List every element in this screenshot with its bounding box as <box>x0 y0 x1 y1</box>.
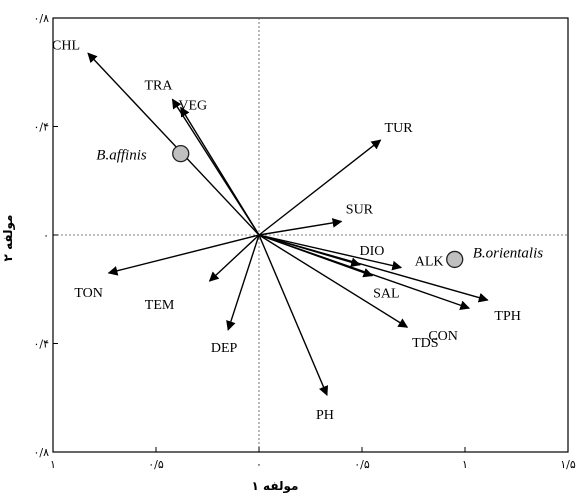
y-tick-label: ۰/۸ <box>33 12 49 25</box>
vector-label-alk: ALK <box>415 255 444 270</box>
vector-tem <box>208 234 260 282</box>
species-point <box>172 144 190 163</box>
vector-label-tph: TPH <box>494 309 520 324</box>
x-axis-ticks: ۱ ۰/۵ ۰ ۰/۵ ۱ ۱/۵ <box>50 447 576 471</box>
x-tick-label: ۰ <box>256 458 262 471</box>
y-tick-label: ۰ <box>43 229 49 242</box>
x-tick-label: ۰/۵ <box>354 458 370 471</box>
vector-label-con: CON <box>428 329 458 344</box>
y-tick-label: ۰/۴ <box>33 338 49 351</box>
vector-label-tem: TEM <box>145 298 175 313</box>
species-label: B.affinis <box>96 148 147 164</box>
y-tick-label: ۰/۸ <box>33 446 49 459</box>
vector-con <box>258 234 471 310</box>
vector-tur <box>258 139 382 236</box>
vector-dep <box>226 234 260 331</box>
x-tick-label: ۰/۵ <box>148 458 164 471</box>
vector-label-ph: PH <box>316 408 334 423</box>
species-points: B.affinis B.orientalis <box>96 144 544 269</box>
vector-tds <box>258 234 409 328</box>
x-tick-label: ۱/۵ <box>560 458 576 471</box>
vector-alk <box>258 234 403 271</box>
vector-label-sur: SUR <box>346 202 374 217</box>
vector-label-chl: CHL <box>52 38 80 53</box>
vector-label-sal: SAL <box>373 287 399 302</box>
vector-chl <box>87 52 260 236</box>
vector-label-tur: TUR <box>385 121 414 136</box>
vector-ton <box>107 234 260 276</box>
vector-label-dio: DIO <box>359 244 384 259</box>
species-label: B.orientalis <box>473 245 544 261</box>
x-tick-label: ۱ <box>462 458 468 471</box>
species-point <box>446 250 464 269</box>
x-axis-title: مولفه ۱ <box>252 479 299 494</box>
y-tick-label: ۰/۴ <box>33 121 49 134</box>
y-axis-ticks: ۰/۸ ۰/۴ ۰ ۰/۴ ۰/۸ <box>33 12 58 459</box>
vector-label-tds: TDS <box>412 336 438 351</box>
vector-tph <box>258 234 489 303</box>
vector-ph <box>258 234 329 396</box>
vector-veg <box>180 106 260 236</box>
vector-label-ton: TON <box>74 286 103 301</box>
vector-label-dep: DEP <box>211 341 238 356</box>
reference-lines <box>53 18 568 452</box>
vector-sur <box>258 218 343 236</box>
vector-label-tra: TRA <box>144 78 173 93</box>
x-tick-label: ۱ <box>50 458 56 471</box>
y-axis-title: مولفه ۲ <box>1 215 16 262</box>
vector-label-veg: VEG <box>178 99 207 114</box>
